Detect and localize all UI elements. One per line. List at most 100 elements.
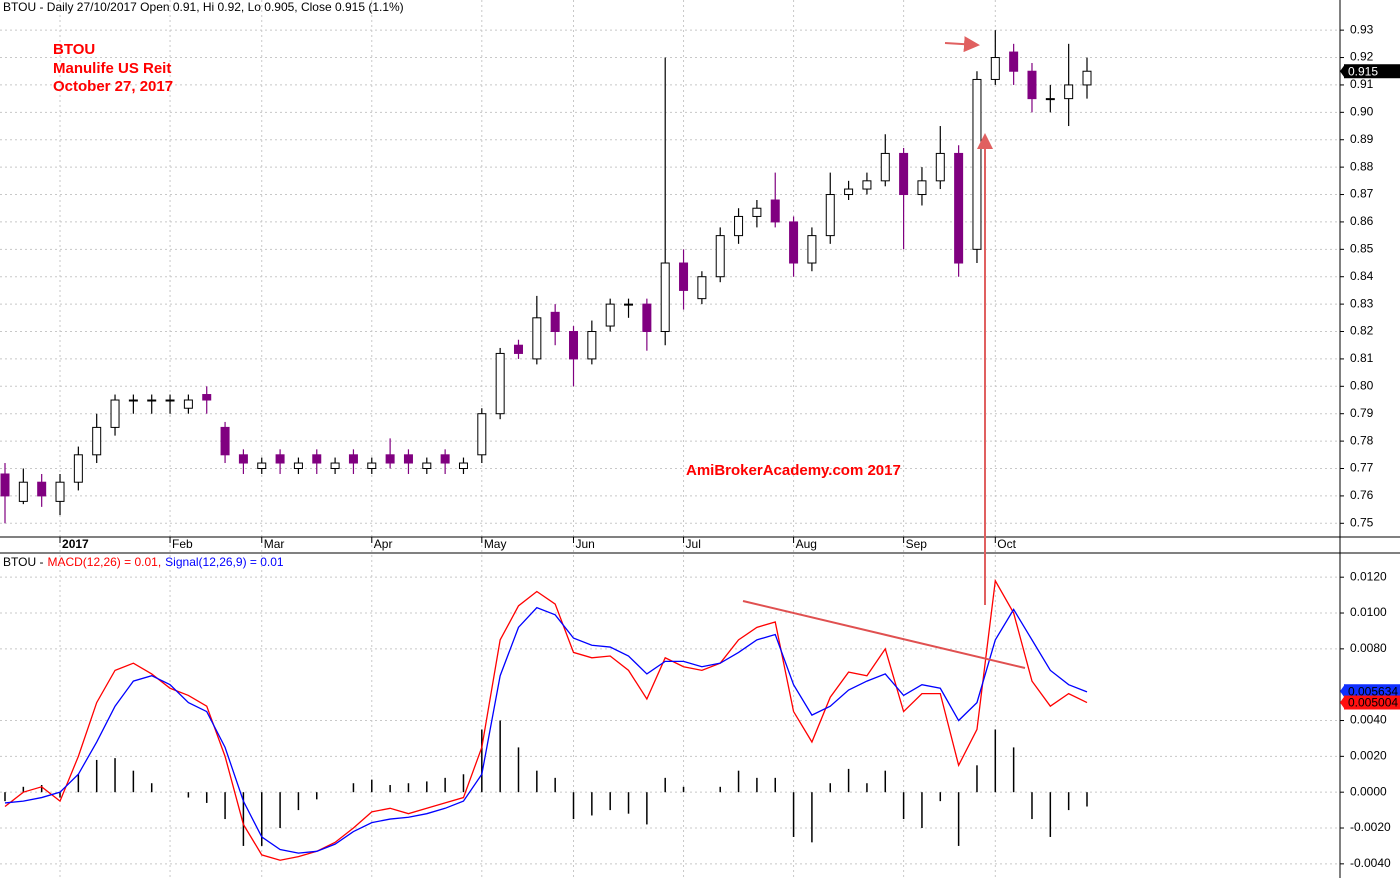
candle-body bbox=[1064, 84, 1074, 100]
annotation: BTOU bbox=[53, 41, 95, 58]
macd-line bbox=[4, 606, 1088, 854]
candle-body bbox=[605, 303, 615, 327]
candle-body bbox=[1009, 51, 1019, 72]
last-price-badge bbox=[1340, 64, 1345, 79]
x-tick-label: Jul bbox=[686, 537, 701, 551]
y-tick-label: 0.80 bbox=[1350, 378, 1374, 392]
y-tick-label: 0.0040 bbox=[1350, 713, 1387, 727]
legend-entry: MACD(12,26) = 0.01, bbox=[47, 555, 161, 569]
y-tick-label: 0.0000 bbox=[1350, 784, 1387, 798]
candle-body bbox=[147, 399, 157, 402]
candle-body bbox=[660, 262, 670, 333]
candle-body bbox=[807, 235, 817, 264]
y-tick-label: 0.90 bbox=[1350, 105, 1374, 119]
candle-body bbox=[569, 331, 579, 360]
candle-body bbox=[1027, 70, 1037, 100]
candle-body bbox=[954, 152, 964, 264]
y-tick-label: 0.0120 bbox=[1350, 569, 1387, 583]
x-tick-label: Aug bbox=[796, 537, 817, 551]
y-tick-label: 0.75 bbox=[1350, 515, 1374, 529]
candle-body bbox=[238, 454, 248, 464]
arrow bbox=[944, 36, 980, 53]
candle-body bbox=[1082, 70, 1092, 86]
x-tick-label: Feb bbox=[172, 537, 193, 551]
x-tick-label: Jun bbox=[576, 537, 595, 551]
candle-body bbox=[92, 426, 102, 456]
y-tick-label: 0.87 bbox=[1350, 187, 1374, 201]
candle-body bbox=[899, 152, 909, 196]
y-tick-label: 0.77 bbox=[1350, 461, 1374, 475]
candle-body bbox=[532, 317, 542, 360]
candle-body bbox=[422, 462, 432, 470]
y-tick-label: 0.88 bbox=[1350, 159, 1374, 173]
x-tick-label: 2017 bbox=[62, 537, 89, 551]
candle-body bbox=[18, 481, 28, 502]
candle-body bbox=[990, 57, 1000, 80]
x-tick-label: May bbox=[484, 537, 507, 551]
candle-body bbox=[183, 399, 193, 409]
candle-body bbox=[789, 221, 799, 264]
y-tick-label: 0.92 bbox=[1350, 50, 1374, 64]
panel-title: BTOU - bbox=[3, 555, 43, 569]
candle-body bbox=[110, 399, 120, 428]
candle-body bbox=[367, 462, 377, 470]
y-tick-label: 0.84 bbox=[1350, 269, 1374, 283]
y-tick-label: 0.78 bbox=[1350, 433, 1374, 447]
y-tick-label: 0.0020 bbox=[1350, 749, 1387, 763]
y-tick-label: 0.0080 bbox=[1350, 641, 1387, 655]
y-tick-label: 0.83 bbox=[1350, 296, 1374, 310]
y-tick-label: 0.85 bbox=[1350, 241, 1374, 255]
x-tick-label: Mar bbox=[264, 537, 285, 551]
candle-body bbox=[440, 454, 450, 464]
candle-body bbox=[550, 311, 560, 333]
y-tick-label: -0.0040 bbox=[1350, 856, 1391, 870]
y-tick-label: 0.86 bbox=[1350, 214, 1374, 228]
candle-body bbox=[972, 78, 982, 250]
candle-body bbox=[715, 235, 725, 278]
candle-body bbox=[624, 303, 634, 306]
candle-body bbox=[293, 462, 303, 470]
candle-body bbox=[642, 303, 652, 333]
candle-body bbox=[770, 199, 780, 223]
y-tick-label: -0.0020 bbox=[1350, 820, 1391, 834]
last-price-badge-label: 0.915 bbox=[1348, 64, 1378, 78]
x-tick-label: Oct bbox=[997, 537, 1016, 551]
annotation: October 27, 2017 bbox=[53, 78, 173, 95]
candle-body bbox=[403, 454, 413, 464]
candle-body bbox=[165, 399, 175, 402]
candle-body bbox=[734, 215, 744, 237]
chart-title: BTOU - Daily 27/10/2017 Open 0.91, Hi 0.… bbox=[3, 0, 404, 14]
candle-body bbox=[935, 152, 945, 182]
last-value-badge bbox=[1340, 695, 1345, 710]
annotation: AmiBrokerAcademy.com 2017 bbox=[686, 462, 901, 479]
last-price-badge bbox=[1344, 64, 1400, 79]
candle-body bbox=[202, 394, 212, 401]
x-tick-label: Sep bbox=[906, 537, 928, 551]
last-value-badge bbox=[1344, 684, 1400, 699]
candle-body bbox=[697, 276, 707, 300]
candle-body bbox=[862, 180, 872, 190]
last-value-badge bbox=[1340, 684, 1345, 699]
candle-body bbox=[348, 454, 358, 464]
candle-body bbox=[825, 194, 835, 237]
candle-body bbox=[275, 454, 285, 464]
annotation: Manulife US Reit bbox=[53, 60, 171, 77]
candle-body bbox=[73, 454, 83, 483]
y-tick-label: 0.89 bbox=[1350, 132, 1374, 146]
candle-body bbox=[0, 473, 10, 497]
y-tick-label: 0.0100 bbox=[1350, 605, 1387, 619]
candle-body bbox=[752, 207, 762, 217]
y-tick-label: 0.79 bbox=[1350, 406, 1374, 420]
candle-body bbox=[128, 399, 138, 402]
candle-body bbox=[477, 413, 487, 456]
candle-body bbox=[880, 152, 890, 182]
y-tick-label: 0.91 bbox=[1350, 77, 1374, 91]
candle-body bbox=[257, 462, 267, 470]
trend-line bbox=[742, 600, 1026, 669]
candle-body bbox=[385, 454, 395, 464]
candle-body bbox=[513, 344, 523, 354]
candle-body bbox=[587, 331, 597, 360]
legend-entry: Signal(12,26,9) = 0.01 bbox=[165, 555, 284, 569]
